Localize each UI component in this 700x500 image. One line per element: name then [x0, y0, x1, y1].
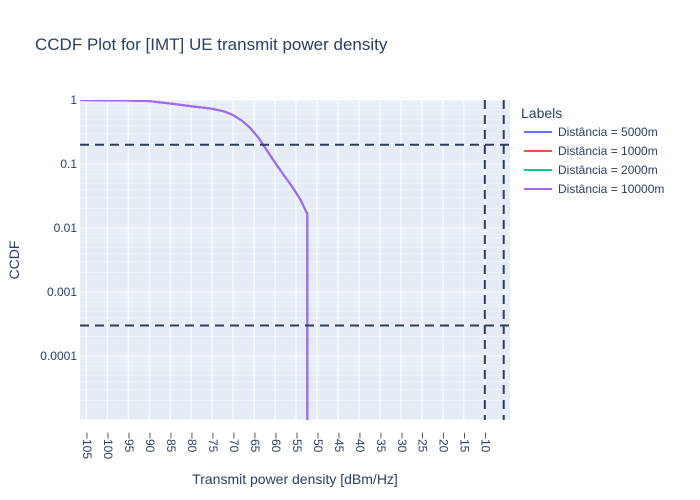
x-axis-title: Transmit power density [dBm/Hz]	[192, 471, 398, 487]
x-tick-label: −35	[374, 432, 388, 453]
y-tick-label: 0.001	[47, 285, 77, 299]
x-tick-label: −50	[311, 432, 325, 453]
x-tick-label: −10	[479, 432, 493, 453]
reference-lines	[80, 100, 510, 420]
x-tick-label: −85	[164, 432, 178, 453]
x-tick-label: −105	[80, 432, 94, 459]
legend-item-label: Distância = 1000m	[558, 144, 658, 158]
x-tick-label: −80	[185, 432, 199, 453]
x-tick-label: −30	[395, 432, 409, 453]
x-tick-label: −45	[332, 432, 346, 453]
y-axis-title: CCDF	[6, 241, 22, 280]
y-tick-label: 1	[70, 93, 77, 107]
x-tick-label: −100	[101, 432, 115, 459]
x-tick-label: −65	[248, 432, 262, 453]
legend-title: Labels	[521, 105, 562, 121]
y-tick-label: 0.0001	[40, 349, 77, 363]
y-axis-ticks: 1 0.1 0.01 0.001 0.0001	[40, 93, 77, 363]
legend-item-label: Distância = 10000m	[558, 182, 664, 196]
x-tick-label: −20	[437, 432, 451, 453]
series-layer	[80, 100, 309, 420]
y-tick-label: 0.01	[54, 221, 78, 235]
x-tick-label: −70	[227, 432, 241, 453]
legend-item-label: Distância = 5000m	[558, 125, 658, 139]
chart-title: CCDF Plot for [IMT] UE transmit power de…	[35, 35, 388, 54]
x-tick-label: −60	[269, 432, 283, 453]
x-tick-label: −90	[143, 432, 157, 453]
legend[interactable]: Labels Distância = 5000m Distância = 1000…	[521, 105, 664, 196]
x-tick-label: −25	[416, 432, 430, 453]
plot-area	[80, 100, 510, 420]
x-tick-label: −40	[353, 432, 367, 453]
x-tick-label: −95	[122, 432, 136, 453]
x-axis-ticks: −105 −100 −95 −90 −85 −80 −75 −70 −65 −60 −55 −50 −4…	[80, 432, 493, 459]
grid-lines	[80, 99, 510, 421]
x-tick-label: −75	[206, 432, 220, 453]
y-tick-label: 0.1	[60, 157, 77, 171]
x-tick-label: −55	[290, 432, 304, 453]
legend-item-label: Distância = 2000m	[558, 163, 658, 177]
series-line-4	[80, 100, 309, 420]
x-tick-label: −15	[458, 432, 472, 453]
